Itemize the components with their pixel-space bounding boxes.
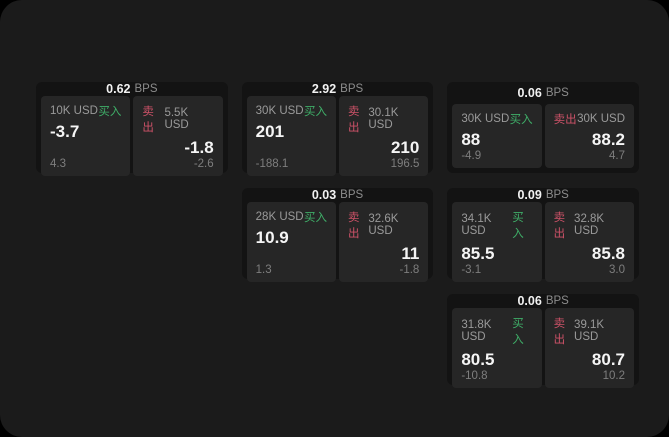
sell-panel[interactable]: 卖出 5.5K USD -1.8 -2.6 [133, 96, 223, 176]
quote-card-grid: 0.62 BPS 10K USD 买入 -3.7 4.3 卖出 5.5K USD [36, 82, 639, 388]
quote-card: 0.62 BPS 10K USD 买入 -3.7 4.3 卖出 5.5K USD [36, 82, 228, 176]
sell-panel[interactable]: 卖出 30.1K USD 210 196.5 [339, 96, 429, 176]
bps-value: 0.03 [311, 188, 337, 202]
buy-sub-value: -3.1 [461, 263, 482, 276]
bps-header: 2.92 BPS [242, 82, 434, 96]
sell-panel[interactable]: 卖出 39.1K USD 80.7 10.2 [544, 308, 635, 388]
quote-card: 0.03 BPS 28K USD 买入 10.9 1.3 卖出 32.6K US… [241, 188, 434, 282]
buy-side-label: 买入 [512, 212, 524, 240]
bps-unit: BPS [545, 295, 569, 307]
bps-value: 0.62 [106, 82, 131, 96]
bps-unit: BPS [134, 83, 158, 95]
sell-price: -1.8 [184, 138, 214, 157]
buy-size: 34.1K USD [461, 213, 492, 237]
quote-panels: 28K USD 买入 10.9 1.3 卖出 32.6K USD 11 -1.8 [242, 202, 434, 287]
buy-sub-value: 4.3 [50, 157, 66, 170]
buy-side-label: 买入 [98, 106, 122, 118]
bps-header: 0.62 BPS [36, 82, 228, 96]
buy-side-label: 买入 [512, 318, 524, 346]
buy-price: -3.7 [50, 122, 80, 141]
bps-header: 0.09 BPS [447, 188, 639, 202]
buy-size: 30K USD [255, 105, 304, 117]
bps-unit: BPS [340, 83, 364, 95]
buy-size: 31.8K USD [461, 319, 492, 343]
buy-panel[interactable]: 31.8K USD 买入 80.5 -10.8 [452, 308, 542, 388]
buy-side-label: 买入 [509, 114, 533, 127]
sell-sub-value: -1.8 [399, 263, 420, 276]
bps-header: 0.06 BPS [447, 82, 639, 104]
sell-price: 210 [390, 138, 420, 157]
buy-sub-value: -10.8 [461, 369, 488, 382]
quote-panels: 10K USD 买入 -3.7 4.3 卖出 5.5K USD -1.8 -2.… [36, 96, 228, 181]
sell-side-label: 卖出 [142, 106, 154, 134]
buy-price: 201 [255, 122, 285, 141]
quote-panels: 31.8K USD 买入 80.5 -10.8 卖出 39.1K USD 80.… [447, 308, 639, 393]
bps-unit: BPS [340, 189, 364, 201]
buy-price: 80.5 [461, 350, 495, 369]
quote-card: 0.06 BPS 30K USD 买入 88 -4.9 卖出 30K USD [447, 82, 639, 173]
bps-value: 2.92 [311, 82, 337, 96]
sell-sub-value: 196.5 [390, 157, 420, 170]
quote-card: 0.09 BPS 34.1K USD 买入 85.5 -3.1 卖出 32.8K… [447, 188, 639, 282]
sell-side-label: 卖出 [553, 318, 566, 346]
sell-size: 5.5K USD [164, 107, 189, 131]
bps-header: 0.06 BPS [447, 294, 639, 308]
buy-sub-value: -4.9 [461, 150, 482, 162]
sell-size: 32.8K USD [574, 213, 605, 237]
buy-price: 10.9 [255, 228, 289, 247]
buy-panel[interactable]: 34.1K USD 买入 85.5 -3.1 [452, 202, 542, 282]
buy-side-label: 买入 [304, 106, 327, 118]
quote-panels: 34.1K USD 买入 85.5 -3.1 卖出 32.8K USD 85.8… [447, 202, 639, 287]
sell-size: 32.6K USD [368, 213, 399, 237]
quote-panels: 30K USD 买入 88 -4.9 卖出 30K USD 88.2 4.7 [447, 104, 639, 173]
buy-price: 85.5 [461, 244, 495, 263]
sell-panel[interactable]: 卖出 32.8K USD 85.8 3.0 [544, 202, 635, 282]
quote-panels: 30K USD 买入 201 -188.1 卖出 30.1K USD 210 1… [242, 96, 434, 181]
buy-size: 28K USD [255, 211, 304, 223]
sell-sub-value: 4.7 [609, 150, 626, 162]
sell-size: 30K USD [577, 113, 626, 126]
sell-sub-value: 10.2 [602, 369, 626, 382]
bps-unit: BPS [545, 87, 569, 100]
sell-side-label: 卖出 [553, 212, 566, 240]
sell-price: 11 [401, 244, 420, 263]
sell-side-label: 卖出 [348, 212, 360, 240]
buy-panel[interactable]: 30K USD 买入 88 -4.9 [452, 104, 542, 168]
sell-sub-value: 3.0 [609, 263, 626, 276]
quote-card: 0.06 BPS 31.8K USD 买入 80.5 -10.8 卖出 39.1… [447, 294, 639, 388]
sell-size: 39.1K USD [574, 319, 605, 343]
bps-value: 0.06 [517, 294, 542, 308]
buy-panel[interactable]: 10K USD 买入 -3.7 4.3 [41, 96, 131, 176]
sell-price: 85.8 [591, 244, 626, 263]
quote-card: 2.92 BPS 30K USD 买入 201 -188.1 卖出 30.1K … [241, 82, 434, 176]
sell-panel[interactable]: 卖出 30K USD 88.2 4.7 [544, 104, 635, 168]
buy-sub-value: -188.1 [255, 157, 289, 170]
sell-panel[interactable]: 卖出 32.6K USD 11 -1.8 [339, 202, 429, 282]
bps-value: 0.09 [517, 188, 542, 202]
sell-size: 30.1K USD [368, 107, 399, 131]
bps-value: 0.06 [517, 86, 542, 101]
buy-side-label: 买入 [304, 212, 327, 224]
sell-sub-value: -2.6 [193, 157, 214, 170]
sell-price: 80.7 [591, 350, 626, 369]
sell-side-label: 卖出 [553, 114, 577, 127]
bps-header: 0.03 BPS [242, 188, 434, 202]
buy-sub-value: 1.3 [255, 263, 272, 276]
buy-panel[interactable]: 30K USD 买入 201 -188.1 [246, 96, 336, 176]
buy-price: 88 [461, 130, 481, 150]
buy-size: 10K USD [50, 105, 98, 117]
sell-price: 88.2 [591, 130, 626, 150]
buy-size: 30K USD [461, 113, 510, 126]
buy-panel[interactable]: 28K USD 买入 10.9 1.3 [246, 202, 336, 282]
sell-side-label: 卖出 [348, 106, 360, 134]
bps-unit: BPS [545, 189, 569, 201]
